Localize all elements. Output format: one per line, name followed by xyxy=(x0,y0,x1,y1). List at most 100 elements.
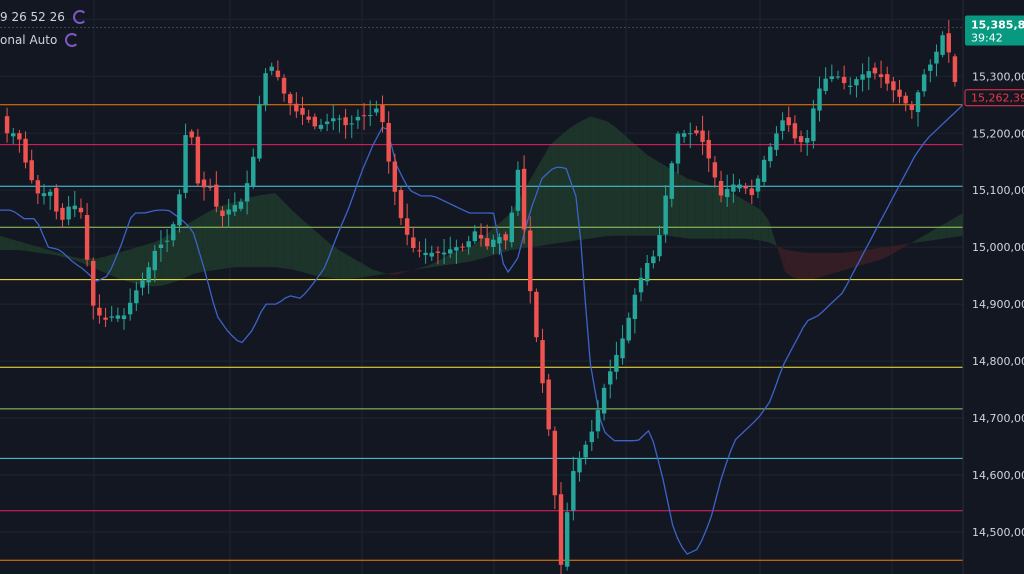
cloud-segment xyxy=(849,250,858,269)
candle-body xyxy=(343,117,348,126)
cloud-segment xyxy=(801,252,810,281)
cloud-segment xyxy=(623,133,632,236)
candle-body xyxy=(534,291,539,338)
cloud-segment xyxy=(914,236,923,243)
cloud-segment xyxy=(250,195,259,268)
cloud-segment xyxy=(234,199,243,268)
candle-body xyxy=(11,133,16,137)
cloud-segment xyxy=(655,160,664,236)
candle-body xyxy=(768,146,773,162)
cloud-segment xyxy=(347,255,357,279)
cloud-segment xyxy=(97,256,106,273)
refresh-icon[interactable] xyxy=(72,10,87,24)
cloud-segment xyxy=(445,252,454,266)
cloud-segment xyxy=(752,204,761,241)
cloud-segment xyxy=(364,264,373,277)
countdown-label: 39:42 xyxy=(971,31,1003,44)
cloud-segment xyxy=(615,126,624,236)
indicator-legend-ichimoku[interactable]: 9 26 52 26 xyxy=(0,10,87,24)
cloud-segment xyxy=(776,245,785,272)
candle-body xyxy=(866,71,871,78)
candle-body xyxy=(423,252,428,256)
cloud-segment xyxy=(946,217,955,239)
price-tick-label: 15,000,00 xyxy=(972,241,1024,254)
cloud-segment xyxy=(809,252,818,281)
candle-body xyxy=(860,74,865,80)
cloud-segment xyxy=(315,231,324,277)
candle-body xyxy=(472,231,478,242)
cloud-segment xyxy=(890,245,899,256)
candle-body xyxy=(608,371,613,385)
cloud-segment xyxy=(105,254,114,277)
cloud-segment xyxy=(833,252,842,274)
candle-body xyxy=(404,218,410,235)
candle-body xyxy=(952,56,958,83)
candle-body xyxy=(355,116,361,121)
cloud-segment xyxy=(178,224,187,281)
marker-price-label: 15,262,39 xyxy=(971,92,1024,105)
candle-body xyxy=(183,135,188,193)
candle-body xyxy=(441,252,447,255)
cloud-segment xyxy=(582,116,591,240)
price-tick-label: 14,700,00 xyxy=(972,412,1024,425)
candle-body xyxy=(23,138,28,163)
candle-body xyxy=(681,133,687,137)
cloud-segment xyxy=(388,272,397,275)
cloud-segment xyxy=(380,271,389,275)
cloud-segment xyxy=(48,249,57,256)
cloud-segment xyxy=(436,256,446,267)
candle-body xyxy=(798,136,804,143)
cloud-segment xyxy=(736,195,745,239)
candle-body xyxy=(577,457,582,473)
indicator-legend-auto[interactable]: onal Auto xyxy=(0,33,80,47)
candle-body xyxy=(638,277,644,293)
kijun-line xyxy=(0,104,964,555)
candle-body xyxy=(737,184,742,189)
candle-body xyxy=(528,230,533,292)
candle-body xyxy=(164,240,170,242)
candle-body xyxy=(84,215,90,260)
candle-body xyxy=(374,108,379,113)
candle-body xyxy=(306,116,311,120)
cloud-segment xyxy=(307,224,316,276)
candle-body xyxy=(694,130,699,134)
cloud-segment xyxy=(72,256,81,263)
cloud-segment xyxy=(768,220,777,247)
refresh-icon[interactable] xyxy=(65,33,80,47)
candle-body xyxy=(201,179,207,188)
candle-body xyxy=(177,194,182,226)
cloud-segment xyxy=(339,250,348,279)
candle-body xyxy=(706,139,711,159)
candle-body xyxy=(478,234,484,239)
cloud-segment xyxy=(258,194,268,268)
candle-body xyxy=(780,120,785,131)
cloud-segment xyxy=(453,250,462,265)
price-tick-label: 15,200,00 xyxy=(972,127,1024,140)
cloud-segment xyxy=(704,183,713,239)
candle-body xyxy=(226,209,231,215)
candle-body xyxy=(115,315,121,319)
candle-body xyxy=(466,241,471,248)
candle-body xyxy=(361,115,367,117)
candle-body xyxy=(583,444,588,458)
candle-body xyxy=(35,180,41,194)
cloud-segment xyxy=(267,193,276,268)
candle-body xyxy=(97,307,102,316)
candle-body xyxy=(171,224,176,241)
cloud-segment xyxy=(857,249,866,267)
cloud-segment xyxy=(40,247,49,255)
cloud-segment xyxy=(695,181,705,239)
candle-body xyxy=(934,51,939,64)
candle-body xyxy=(337,118,342,120)
candle-body xyxy=(318,124,324,129)
cloud-segment xyxy=(550,137,559,245)
candle-body xyxy=(195,136,201,184)
candle-body xyxy=(546,379,551,430)
candle-body xyxy=(460,246,465,248)
cloud-segment xyxy=(590,116,599,239)
candle-body xyxy=(891,81,896,91)
cloud-segment xyxy=(841,252,850,271)
cloud-segment xyxy=(922,231,931,242)
